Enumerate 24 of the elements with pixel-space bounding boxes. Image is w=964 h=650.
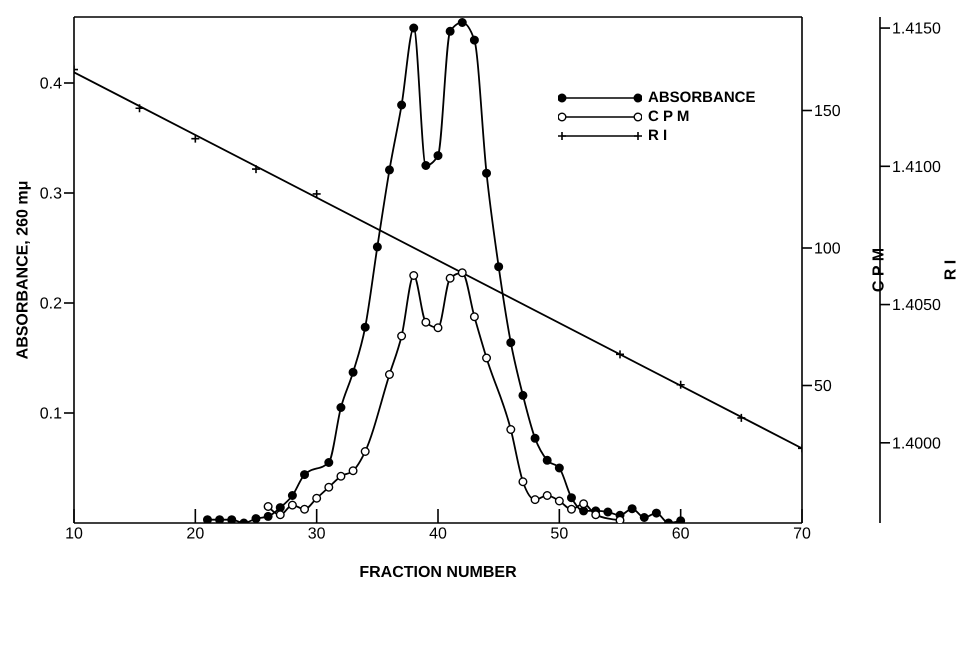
y-tick-label: 0.4 — [40, 76, 62, 93]
legend-label: R I — [648, 126, 668, 145]
legend-label: ABSORBANCE — [648, 88, 756, 107]
y3-tick-label: 1.4000 — [892, 435, 942, 452]
y2-tick-label: 150 — [814, 103, 841, 120]
y-tick-label: 0.1 — [40, 406, 62, 423]
x-tick-label: 30 — [308, 525, 326, 542]
x-tick-label: 50 — [550, 525, 568, 542]
y3-axis-title: R I — [942, 260, 960, 280]
x-tick-label: 10 — [65, 525, 83, 542]
x-tick-label: 60 — [672, 525, 690, 542]
y-tick-label: 0.2 — [40, 296, 62, 313]
y2-tick-label: 100 — [814, 240, 841, 258]
legend-label: C P M — [648, 107, 690, 126]
x-tick-label: 20 — [186, 525, 204, 542]
x-tick-label: 40 — [429, 525, 447, 542]
x-axis-title: FRACTION NUMBER — [359, 564, 518, 581]
y3-tick-label: 1.4100 — [892, 158, 942, 176]
y3-tick-label: 1.4050 — [892, 297, 942, 314]
y-axis-title: ABSORBANCE, 260 mμ — [14, 180, 32, 360]
y2-tick-label: 50 — [814, 378, 832, 396]
y3-tick-label: 1.4150 — [892, 20, 942, 38]
x-tick-label: 70 — [793, 525, 811, 542]
y-tick-label: 0.3 — [40, 186, 62, 203]
